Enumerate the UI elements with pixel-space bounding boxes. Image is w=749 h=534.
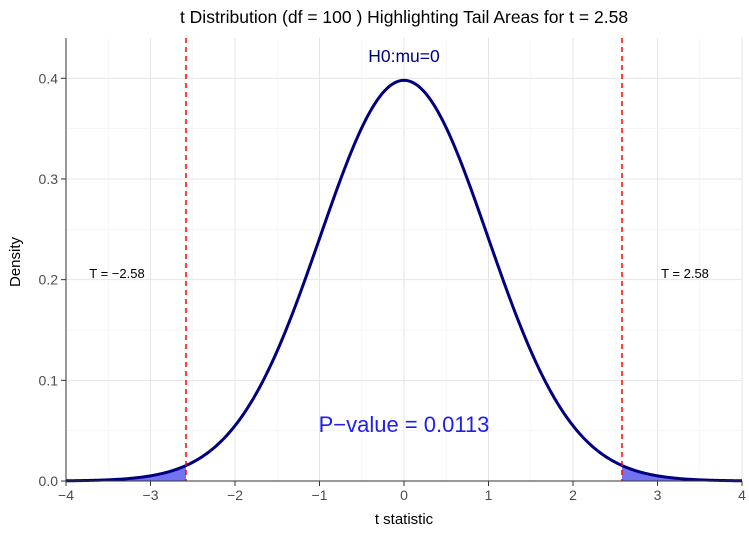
hypothesis-label: H0:mu=0 <box>368 46 440 66</box>
y-tick-label: 0.0 <box>39 473 59 489</box>
tail-shading <box>66 465 742 481</box>
right-tail-area <box>622 465 742 481</box>
x-tick-label: −2 <box>227 487 243 503</box>
x-tick-label: 4 <box>738 487 746 503</box>
x-tick-label: 3 <box>654 487 662 503</box>
density-curve-layer <box>65 78 743 483</box>
y-tick-label: 0.1 <box>39 372 59 388</box>
y-tick-label: 0.4 <box>39 70 59 86</box>
right-t-label: T = 2.58 <box>661 266 709 281</box>
left-tail-area <box>66 465 186 481</box>
critical-lines <box>185 38 623 481</box>
left-t-label: T = −2.58 <box>89 266 144 281</box>
y-tick-label: 0.2 <box>39 272 59 288</box>
x-tick-label: −4 <box>58 487 74 503</box>
x-tick-label: 1 <box>485 487 493 503</box>
x-axis-label: t statistic <box>375 511 434 528</box>
y-tick-label: 0.3 <box>39 171 59 187</box>
x-ticks: −4 −3 −2 −1 0 1 2 3 4 <box>58 481 746 503</box>
y-axis-label: Density <box>7 236 24 287</box>
chart-title: t Distribution (df = 100 ) Highlighting … <box>180 7 628 27</box>
x-tick-label: −1 <box>312 487 328 503</box>
y-ticks: 0.0 0.1 0.2 0.3 0.4 <box>39 70 66 489</box>
density-curve <box>65 78 743 483</box>
x-tick-label: −3 <box>143 487 159 503</box>
x-tick-label: 2 <box>569 487 577 503</box>
p-value-label: P−value = 0.0113 <box>319 412 490 437</box>
x-tick-label: 0 <box>400 487 408 503</box>
